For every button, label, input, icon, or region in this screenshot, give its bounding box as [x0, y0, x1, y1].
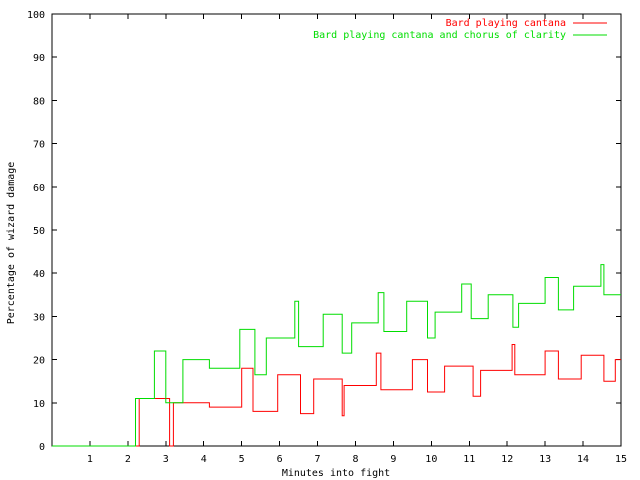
y-tick-label-70: 70 — [33, 140, 45, 151]
y-tick-label-100: 100 — [27, 10, 45, 21]
x-tick-label-1: 1 — [87, 454, 93, 465]
y-tick-label-30: 30 — [33, 312, 45, 323]
x-tick-label-3: 3 — [163, 454, 169, 465]
x-tick-label-13: 13 — [539, 454, 551, 465]
x-tick-label-12: 12 — [501, 454, 513, 465]
y-tick-label-50: 50 — [33, 226, 45, 237]
x-tick-label-5: 5 — [239, 454, 245, 465]
y-tick-label-80: 80 — [33, 96, 45, 107]
x-tick-label-7: 7 — [315, 454, 321, 465]
legend-label-2: Bard playing cantana and chorus of clari… — [313, 30, 566, 41]
series-line-1 — [52, 344, 621, 447]
x-tick-label-8: 8 — [352, 454, 358, 465]
y-tick-label-40: 40 — [33, 269, 45, 280]
legend-label-1: Bard playing cantana — [446, 18, 566, 29]
x-tick-label-14: 14 — [577, 454, 589, 465]
x-tick-label-15: 15 — [615, 454, 627, 465]
y-tick-label-0: 0 — [39, 442, 45, 453]
x-tick-label-2: 2 — [125, 454, 131, 465]
series-line-2 — [52, 264, 621, 447]
x-tick-label-10: 10 — [425, 454, 437, 465]
x-tick-label-9: 9 — [390, 454, 396, 465]
x-tick-label-4: 4 — [201, 454, 207, 465]
plot-frame — [51, 13, 622, 447]
x-tick-label-6: 6 — [277, 454, 283, 465]
y-axis-title: Percentage of wizard damage — [6, 162, 17, 325]
y-tick-label-90: 90 — [33, 53, 45, 64]
x-axis-title: Minutes into fight — [282, 468, 390, 479]
y-tick-label-10: 10 — [33, 399, 45, 410]
y-tick-label-60: 60 — [33, 183, 45, 194]
y-tick-label-20: 20 — [33, 356, 45, 367]
x-tick-label-11: 11 — [463, 454, 475, 465]
